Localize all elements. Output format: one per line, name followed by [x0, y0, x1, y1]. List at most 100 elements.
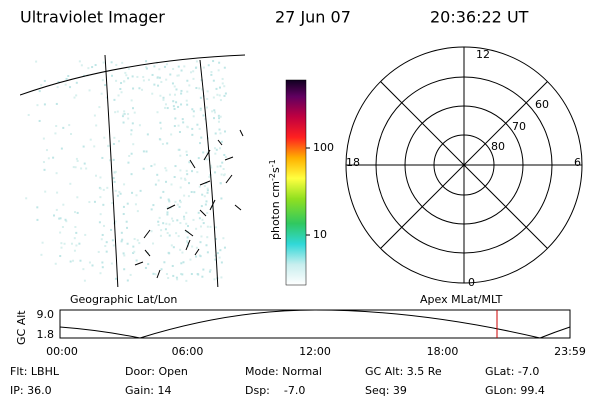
dot [68, 124, 71, 127]
title: Ultraviolet Imager [20, 8, 165, 27]
dot [215, 226, 218, 229]
dot [223, 246, 226, 249]
dot [172, 105, 175, 108]
dot [136, 239, 139, 242]
dot [166, 211, 169, 214]
dot [119, 87, 122, 90]
dot [104, 245, 107, 248]
dot [159, 94, 162, 97]
dot [201, 193, 204, 196]
dot [185, 169, 188, 172]
dot [60, 242, 63, 245]
dot [167, 277, 170, 280]
dot [213, 117, 216, 120]
dot [93, 200, 96, 203]
dot [185, 230, 188, 233]
dot [129, 273, 132, 276]
dot [88, 201, 91, 204]
dot [173, 125, 176, 128]
dot [150, 165, 153, 168]
dot [206, 189, 209, 192]
timeline-label: Apex MLat/MLT [420, 293, 503, 306]
dot [224, 156, 227, 159]
dot [186, 79, 189, 82]
dot [131, 191, 134, 194]
dot [74, 211, 77, 214]
dot [186, 173, 189, 176]
dot [127, 77, 130, 80]
dot [127, 67, 130, 70]
time-labels: 00:00 06:00 12:00 18:00 23:59 [46, 345, 586, 358]
axis-label: GC Alt [15, 310, 28, 345]
dot [59, 217, 62, 220]
dot [114, 220, 117, 223]
dot [176, 74, 179, 77]
dot [73, 249, 76, 252]
dot [213, 278, 216, 281]
info-panel: Flt: LBHL Door: Open Mode: Normal GC Alt: 3… [10, 365, 545, 397]
dot [105, 96, 108, 99]
dot [205, 244, 208, 247]
dot [191, 245, 194, 248]
dot [202, 151, 205, 154]
dot [105, 241, 108, 244]
time-label: 12:00 [299, 345, 331, 358]
dot [200, 235, 203, 238]
dot [185, 99, 188, 102]
dot [111, 239, 114, 242]
dot [202, 222, 205, 225]
dot [217, 114, 220, 117]
dot [153, 83, 156, 86]
dot [183, 177, 186, 180]
dot [126, 279, 129, 282]
dot [128, 154, 131, 157]
y-label: 9.0 [37, 308, 55, 321]
dot [197, 157, 200, 160]
dot [220, 173, 223, 176]
dot [70, 242, 73, 245]
dot [186, 240, 189, 243]
dot [45, 149, 48, 152]
dot [162, 98, 165, 101]
dot [61, 225, 64, 228]
dot [57, 81, 60, 84]
dot [210, 73, 213, 76]
dot [168, 234, 171, 237]
dot [64, 83, 67, 86]
dot [170, 133, 173, 136]
dot [199, 107, 202, 110]
dot [164, 103, 167, 106]
dot [78, 60, 81, 63]
dot [146, 133, 149, 136]
dot [214, 237, 217, 240]
dot [167, 198, 170, 201]
dot [89, 138, 92, 141]
dot [83, 279, 86, 282]
dot [134, 203, 137, 206]
dot [157, 84, 160, 87]
dot [78, 242, 81, 245]
dot [191, 170, 194, 173]
dot [179, 186, 182, 189]
dot [216, 165, 219, 168]
dot [186, 103, 189, 106]
dot [100, 92, 103, 95]
dot [183, 218, 186, 221]
dot [168, 223, 171, 226]
dot [213, 147, 216, 150]
dot [179, 272, 182, 275]
dot [180, 262, 183, 265]
dot [130, 99, 133, 102]
dot [154, 183, 157, 186]
dot [214, 258, 217, 261]
dot [209, 225, 212, 228]
dot [156, 173, 159, 176]
dot [168, 93, 171, 96]
dot [75, 231, 78, 234]
dot [179, 201, 182, 204]
dot [120, 231, 123, 234]
dot [76, 211, 79, 214]
dot [138, 124, 141, 127]
dot [108, 159, 111, 162]
dot [165, 273, 168, 276]
